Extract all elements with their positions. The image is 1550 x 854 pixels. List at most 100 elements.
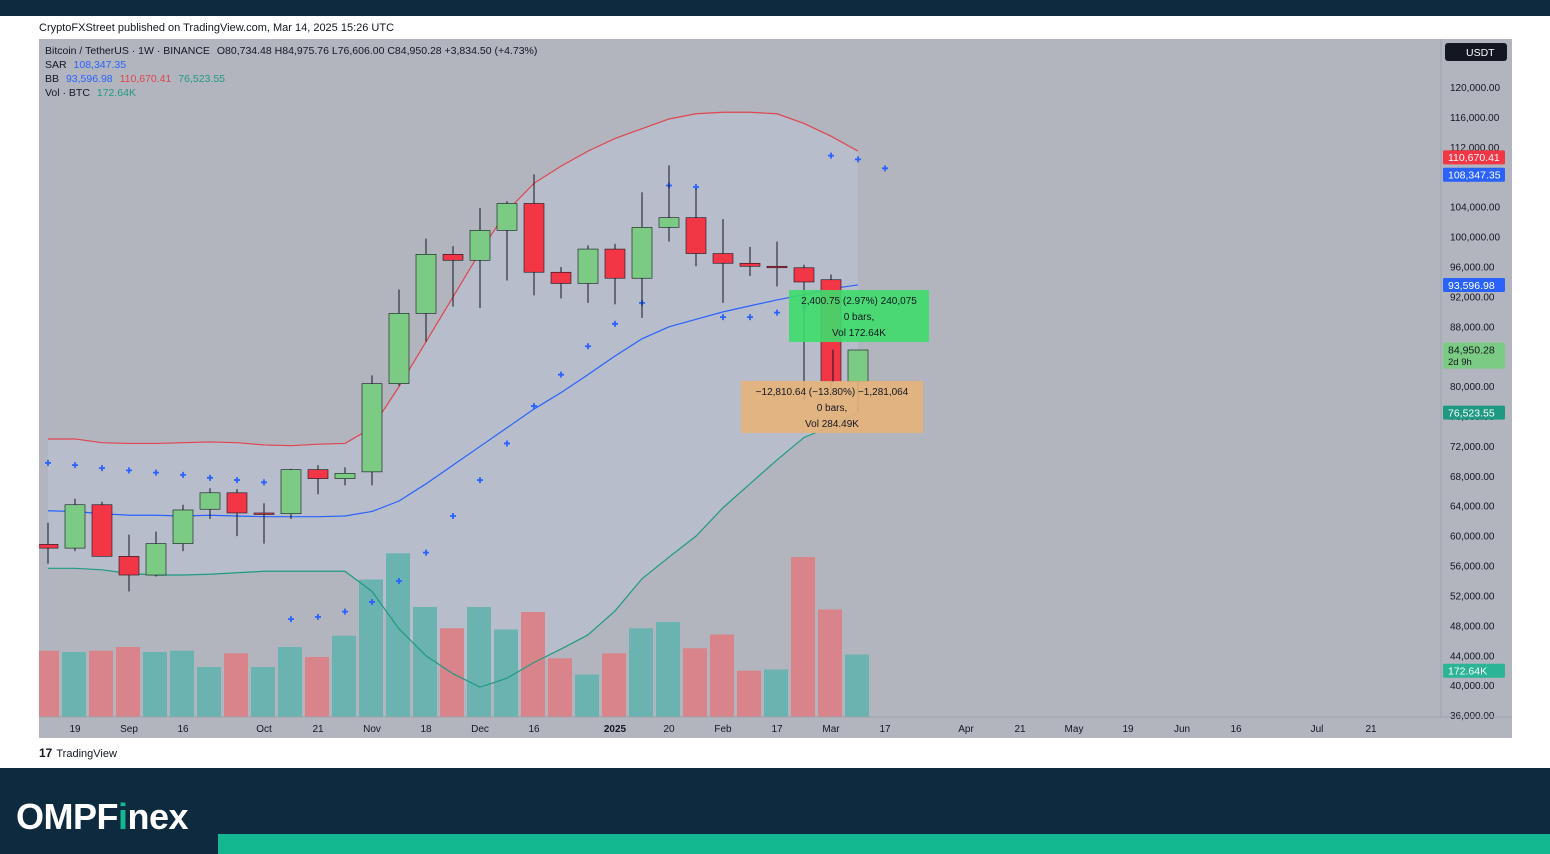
candle-body (334, 473, 356, 479)
measure-box-bg (789, 290, 929, 342)
candle (172, 504, 194, 552)
time-tick-label: 18 (420, 724, 432, 735)
candle-body (712, 253, 734, 264)
sar-marker (747, 314, 753, 321)
candle-body (226, 492, 248, 514)
price-labels: 110,670.41 108,347.35 93,596.98 84,950.282d… (1443, 150, 1505, 678)
sar-marker (396, 578, 402, 585)
time-tick-label: 20 (663, 724, 675, 735)
price-axis: 36,000.0040,000.0044,000.0048,000.0052,0… (1440, 39, 1512, 738)
legend-vol-value: 172.64K (96, 87, 136, 99)
price-tick-label: 80,000.00 (1450, 382, 1495, 393)
volume-bar (224, 653, 248, 717)
legend-sar-row[interactable]: SAR 108,347.35 (45, 59, 130, 71)
candle (91, 501, 113, 557)
volume-bar (683, 648, 707, 717)
candle-body (253, 512, 275, 515)
candle (631, 192, 653, 318)
sar-marker (207, 474, 213, 481)
volume-bar (764, 669, 788, 717)
measure-box-line: Vol 284.49K (805, 419, 859, 430)
bollinger-band-area (48, 112, 858, 688)
currency-badge[interactable]: USDT (1445, 43, 1507, 61)
measure-box-up: 2,400.75 (2.97%) 240,075 0 bars, Vol 172.6… (789, 290, 929, 342)
price-tick-label: 88,000.00 (1450, 322, 1495, 333)
volume-bar (386, 553, 410, 717)
sar-marker (180, 471, 186, 478)
candle-body (766, 265, 788, 269)
candle-body (39, 544, 59, 549)
legend-sar-value: 108,347.35 (73, 59, 127, 71)
candle-body (118, 556, 140, 576)
candles (39, 165, 869, 592)
bollinger-fill (48, 112, 858, 688)
price-label-bg (1443, 405, 1505, 420)
sar-marker (45, 459, 51, 466)
price-label-bg (1443, 150, 1505, 165)
sar-marker (342, 608, 348, 615)
candle (64, 498, 86, 552)
legend-vol-row[interactable]: Vol · BTC 172.64K (45, 87, 140, 99)
candle (658, 165, 680, 242)
time-tick-label: 16 (177, 724, 189, 735)
sar-marker (99, 465, 105, 472)
volume-bar (818, 609, 842, 717)
candle (415, 238, 437, 342)
price-label-text: 172.64K (1448, 666, 1487, 678)
legend-vol-label: Vol · BTC (45, 87, 90, 99)
sar-marker (477, 477, 483, 484)
sar-marker (450, 512, 456, 519)
top-bar (0, 0, 1550, 16)
price-label: 172.64K (1443, 663, 1505, 678)
price-label: 93,596.98 (1443, 277, 1505, 292)
time-tick-label: 17 (771, 724, 783, 735)
candle-body (631, 227, 653, 279)
price-label-text: 76,523.55 (1448, 407, 1495, 419)
price-tick-label: 68,000.00 (1450, 472, 1495, 483)
price-tick-label: 92,000.00 (1450, 292, 1495, 303)
legend-bb-row[interactable]: BB 93,596.98 110,670.41 76,523.55 (45, 73, 229, 85)
sar-marker (612, 320, 618, 327)
candle (307, 465, 329, 495)
time-tick-label: Jul (1311, 724, 1324, 735)
time-tick-label: 16 (1230, 724, 1242, 735)
volume-bar (521, 612, 545, 717)
sar-marker (261, 479, 267, 486)
volume-bar (710, 634, 734, 717)
volume-bar (548, 658, 572, 717)
volume-bar (413, 607, 437, 717)
candle (550, 267, 572, 299)
time-tick-label: 21 (312, 724, 324, 735)
price-tick-label: 96,000.00 (1450, 263, 1495, 274)
price-chart[interactable]: 2,400.75 (2.97%) 240,075 0 bars, Vol 172.6… (39, 39, 1512, 738)
candle-body (388, 313, 410, 384)
candle-body (307, 469, 329, 479)
price-tick-label: 60,000.00 (1450, 532, 1495, 543)
measure-box-line: −12,810.64 (−13.80%) −1,281,064 (756, 387, 909, 398)
sar-marker (369, 598, 375, 605)
sar-marker (423, 549, 429, 556)
price-tick-label: 100,000.00 (1450, 233, 1500, 244)
candle (118, 534, 140, 592)
volume-bar (494, 629, 518, 717)
sar-marker (234, 477, 240, 484)
time-tick-label: 21 (1365, 724, 1377, 735)
tradingview-brand[interactable]: 17 TradingView (39, 746, 117, 760)
price-label-bg (1443, 277, 1505, 292)
volume-bar (467, 607, 491, 717)
time-tick-label: 21 (1014, 724, 1026, 735)
candle-body (91, 504, 113, 557)
candle-body (658, 217, 680, 228)
candle (199, 488, 221, 519)
time-tick-label: Dec (471, 724, 489, 735)
volume-bar (629, 628, 653, 717)
volume-bar (602, 653, 626, 717)
volume-bar (359, 579, 383, 717)
candle (685, 188, 707, 267)
candle-body (847, 349, 869, 382)
time-tick-label: Jun (1174, 724, 1190, 735)
volume-bar (278, 647, 302, 717)
price-tick-label: 64,000.00 (1450, 502, 1495, 513)
measure-box-line: 0 bars, (817, 403, 848, 414)
